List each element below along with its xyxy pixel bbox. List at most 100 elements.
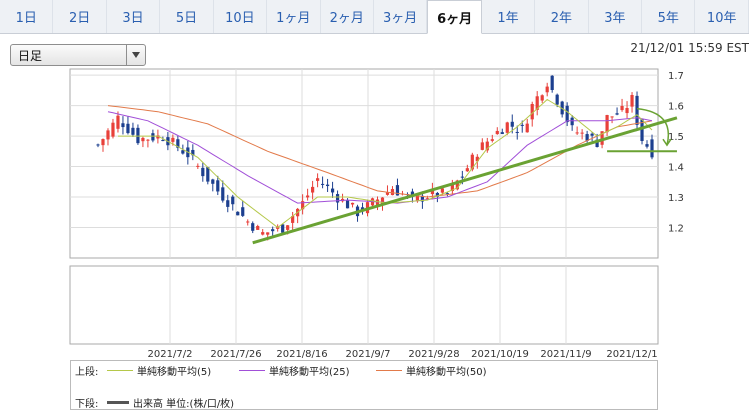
candle-body (241, 207, 245, 216)
candle-body (640, 119, 644, 142)
tab-1[interactable]: 2日 (53, 0, 107, 33)
y-tick-label: 1.5 (668, 132, 684, 143)
x-tick-label: 2021/7/2 (148, 349, 193, 360)
candle-body (221, 187, 225, 201)
candle-body (565, 105, 569, 123)
legend-upper-label: 上段: (75, 366, 99, 378)
candle-body (246, 221, 250, 223)
legend-volume-line (107, 400, 129, 404)
tab-2[interactable]: 3日 (107, 0, 161, 33)
tab-5[interactable]: 1ヶ月 (267, 0, 321, 33)
candle-body (380, 197, 385, 206)
candle-body (435, 192, 439, 197)
candle-body (525, 123, 529, 133)
candle-body (425, 198, 430, 200)
candle-body (311, 186, 315, 193)
candle-body (530, 103, 534, 120)
candle-body (455, 180, 459, 190)
y-tick-label: 1.2 (668, 224, 684, 235)
candle-body (136, 127, 140, 144)
candle-body (430, 188, 434, 195)
candle-body (320, 183, 325, 185)
tab-13[interactable]: 10年 (695, 0, 749, 33)
tab-9[interactable]: 1年 (482, 0, 536, 33)
tab-4[interactable]: 10日 (214, 0, 268, 33)
candle-body (560, 101, 564, 115)
candle-body (520, 124, 524, 126)
tab-11[interactable]: 3年 (589, 0, 643, 33)
period-select[interactable]: 日足 (10, 44, 146, 66)
tab-7[interactable]: 3ヶ月 (374, 0, 428, 33)
period-select-value: 日足 (18, 48, 43, 63)
tab-6[interactable]: 2ヶ月 (321, 0, 374, 33)
tab-8[interactable]: 6ヶ月 (427, 0, 482, 34)
candle-body (485, 141, 489, 151)
candle-body (585, 134, 589, 141)
candle-body (146, 139, 150, 141)
x-tick-label: 2021/8/16 (276, 349, 327, 360)
legend-ma25: 単純移動平均(25) (269, 366, 350, 378)
candle-body (495, 130, 499, 135)
candle-body (505, 122, 509, 133)
candle-body (191, 149, 195, 156)
candle-body (181, 150, 185, 154)
candle-body (465, 168, 469, 172)
candle-body (375, 199, 380, 207)
candle-body (535, 96, 539, 110)
candle-body (256, 226, 260, 230)
candle-body (575, 132, 579, 134)
candle-body (510, 121, 514, 127)
candle-body (106, 130, 110, 140)
candle-body (555, 94, 559, 105)
candle-body (251, 223, 255, 231)
x-tick-label: 2021/9/7 (346, 349, 391, 360)
tab-12[interactable]: 5年 (642, 0, 696, 33)
y-tick-label: 1.4 (668, 163, 684, 174)
candle-body (480, 142, 484, 150)
candle-body (390, 189, 395, 196)
candle-body (395, 185, 400, 196)
candle-body (216, 180, 220, 192)
candle-body (96, 144, 100, 146)
price-panel (69, 68, 659, 259)
tab-10[interactable]: 2年 (535, 0, 589, 33)
candle-body (450, 183, 454, 192)
candle-body (410, 191, 415, 196)
period-tab-bar: 1日 2日 3日 5日 10日 1ヶ月 2ヶ月 3ヶ月 6ヶ月 1年 2年 3年 5年 10年 (0, 0, 749, 34)
candle-body (156, 135, 160, 139)
trend-line (252, 116, 678, 245)
candle-body (515, 131, 519, 133)
legend-ma50-line (376, 369, 402, 371)
y-tick-label: 1.6 (668, 102, 684, 113)
candle-body (281, 224, 285, 233)
candle-body (600, 131, 604, 145)
candle-body (610, 116, 614, 118)
candle-body (176, 139, 180, 148)
candle-body (415, 194, 420, 202)
candle-body (116, 115, 120, 129)
candle-body (330, 188, 335, 193)
candle-body (605, 115, 609, 133)
candle-body (595, 139, 599, 147)
tab-0[interactable]: 1日 (0, 0, 54, 33)
candle-body (126, 123, 130, 134)
chart-legend: 上段: 単純移動平均(5) 単純移動平均(25) 単純移動平均(50) 下段: … (70, 360, 658, 410)
legend-lower-label: 下段: (75, 398, 99, 410)
candle-body (645, 144, 649, 147)
candle-body (420, 195, 425, 202)
candle-body (625, 108, 629, 114)
candle-body (171, 137, 175, 142)
candle-body (226, 200, 230, 207)
candle-body (101, 139, 105, 146)
candle-body (261, 232, 265, 235)
x-tick-label: 2021/11/9 (540, 349, 591, 360)
candle-body (350, 202, 355, 205)
candle-body (286, 225, 290, 230)
x-tick-label: 2021/9/28 (408, 349, 459, 360)
quote-timestamp: 21/12/01 15:59 EST (630, 41, 749, 55)
y-tick-label: 1.3 (668, 193, 684, 204)
x-tick-label: 2021/7/26 (210, 349, 261, 360)
tab-3[interactable]: 5日 (160, 0, 214, 33)
candle-body (440, 188, 444, 193)
candle-body (291, 216, 295, 223)
